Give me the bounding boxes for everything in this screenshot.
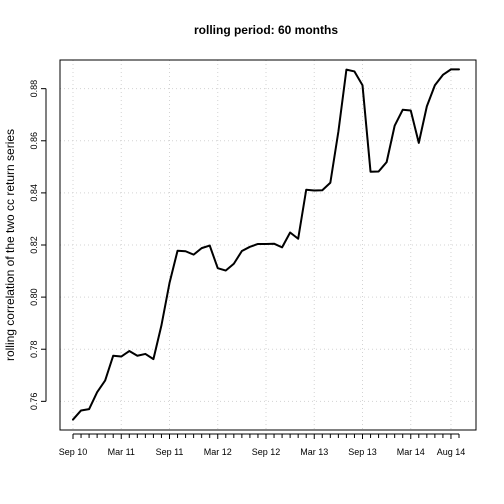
y-tick-label: 0.84 <box>29 184 39 202</box>
x-tick-label: Mar 13 <box>300 447 328 457</box>
series-layer <box>72 68 460 421</box>
y-axis-label: rolling correlation of the two cc return… <box>3 129 17 361</box>
grid-lines <box>60 60 476 430</box>
x-tick-label: Mar 11 <box>108 447 135 457</box>
y-tick-label: 0.88 <box>29 80 39 98</box>
x-tick-label: Aug 14 <box>437 447 466 457</box>
y-tick-label: 0.78 <box>29 340 39 358</box>
x-tick-label: Sep 11 <box>156 447 184 457</box>
y-tick-label: 0.80 <box>29 288 39 306</box>
x-tick-label: Mar 12 <box>204 447 232 457</box>
y-tick-label: 0.82 <box>29 236 39 254</box>
chart-title: rolling period: 60 months <box>194 23 338 37</box>
axes: 0.76 0.78 0.80 0.82 0.84 0.86 0.88 Sep 10 Mar 11… <box>29 80 465 457</box>
x-tick-label: Sep 12 <box>252 447 281 457</box>
x-tick-label: Sep 10 <box>59 447 88 457</box>
y-tick-label: 0.76 <box>29 393 39 411</box>
y-tick-label: 0.86 <box>29 132 39 150</box>
series-line <box>72 68 460 421</box>
x-tick-label: Sep 13 <box>348 447 377 457</box>
x-tick-label: Mar 14 <box>397 447 425 457</box>
plot-border <box>59 59 477 431</box>
